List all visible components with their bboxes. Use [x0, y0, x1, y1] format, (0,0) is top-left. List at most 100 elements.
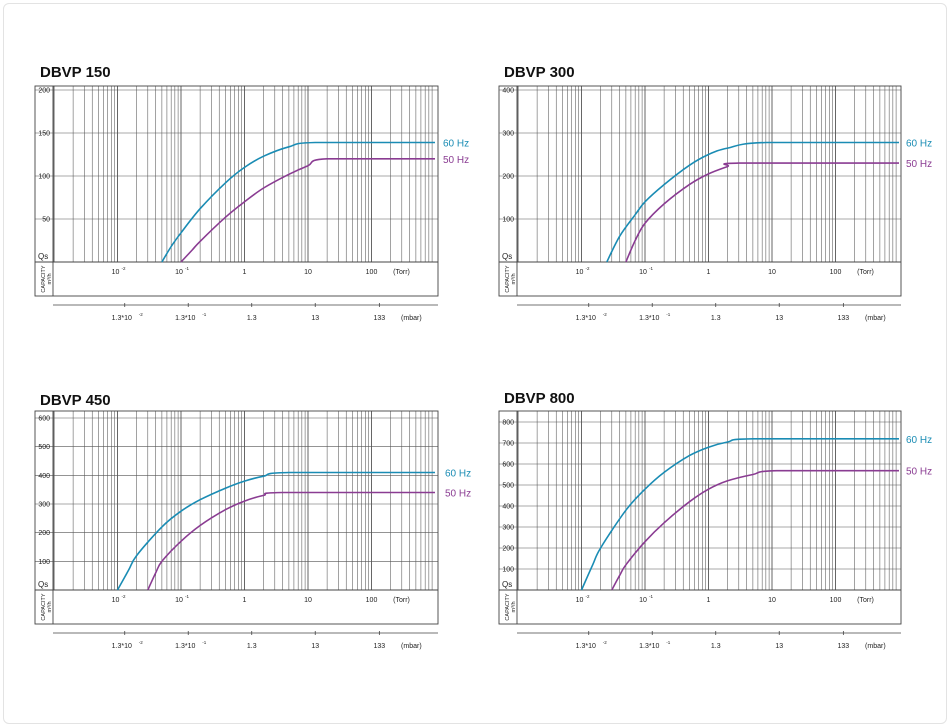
mbar-tick-label: 1.3	[711, 315, 721, 322]
mbar-tick-label: 13	[311, 643, 319, 650]
torr-tick-label: 10	[112, 597, 120, 604]
series-label-50hz: 50 Hz	[906, 467, 932, 478]
y-tick-label: 300	[502, 525, 514, 532]
capacity-unit: m³/h	[511, 602, 517, 613]
torr-unit-label: (Torr)	[857, 597, 874, 604]
y-tick-label: 200	[502, 174, 514, 181]
chart-2: DBVP 300 CAPACITY m³/h	[498, 64, 902, 307]
y-tick-label: 600	[502, 462, 514, 469]
torr-tick-label: 10	[576, 269, 584, 276]
mbar-tick-label: 1.3	[247, 315, 257, 322]
torr-tick-exponent: -1	[185, 266, 189, 271]
mbar-tick-exponent: -2	[603, 640, 607, 645]
torr-tick-label: 10	[112, 269, 120, 276]
y-tick-label: 150	[38, 131, 50, 138]
y-tick-label: 200	[502, 546, 514, 553]
chart-title: DBVP 150	[40, 64, 111, 81]
torr-tick-exponent: -1	[649, 594, 653, 599]
mbar-tick-exponent: -1	[202, 640, 206, 645]
mbar-tick-exponent: -1	[666, 640, 670, 645]
series-line-50hz	[625, 162, 899, 263]
y-axis-label: Qs	[38, 252, 48, 261]
mbar-tick-label: 1.3*10	[576, 315, 596, 322]
mbar-tick-label: 1.3*10	[112, 643, 132, 650]
y-tick-label: 500	[38, 444, 50, 451]
series-line-60hz	[161, 141, 435, 263]
y-tick-label: 400	[502, 504, 514, 511]
series-line-50hz	[611, 469, 899, 591]
mbar-tick-label: 1.3*10	[112, 315, 132, 322]
capacity-label: CAPACITY	[505, 593, 511, 620]
torr-tick-exponent: -2	[121, 266, 125, 271]
mbar-tick-label: 1.3*10	[175, 643, 195, 650]
mbar-tick-exponent: -1	[666, 312, 670, 317]
torr-tick-exponent: -2	[585, 266, 589, 271]
y-tick-label: 500	[502, 483, 514, 490]
torr-tick-exponent: -1	[185, 594, 189, 599]
mbar-tick-label: 133	[374, 643, 386, 650]
mbar-tick-label: 13	[775, 315, 783, 322]
y-tick-label: 50	[42, 217, 50, 224]
y-tick-label: 100	[38, 559, 50, 566]
mbar-unit-label: (mbar)	[865, 643, 886, 650]
mbar-tick-label: 13	[311, 315, 319, 322]
mbar-unit-label: (mbar)	[865, 315, 886, 322]
torr-tick-label: 100	[366, 269, 378, 276]
series-line-50hz	[147, 491, 435, 591]
torr-tick-label: 100	[366, 597, 378, 604]
torr-tick-exponent: -2	[121, 594, 125, 599]
torr-tick-label: 10	[304, 269, 312, 276]
series-line-60hz	[606, 141, 899, 263]
mbar-tick-exponent: -1	[202, 312, 206, 317]
y-tick-label: 700	[502, 441, 514, 448]
torr-tick-label: 100	[830, 269, 842, 276]
mbar-tick-label: 1.3*10	[576, 643, 596, 650]
chart-title: DBVP 300	[504, 64, 575, 81]
series-label-50hz: 50 Hz	[443, 155, 469, 166]
mbar-tick-label: 1.3*10	[175, 315, 195, 322]
mbar-tick-exponent: -2	[139, 640, 143, 645]
mbar-tick-label: 1.3*10	[639, 643, 659, 650]
capacity-label: CAPACITY	[505, 265, 511, 292]
capacity-unit: m³/h	[511, 274, 517, 285]
plot-frame	[34, 410, 439, 625]
mbar-tick-label: 133	[838, 315, 850, 322]
y-tick-label: 100	[502, 217, 514, 224]
chart-3: DBVP 450 CAPACITY m³/h	[34, 392, 439, 635]
plot-frame	[498, 410, 902, 625]
chart-1: DBVP 150 CAPACITY m³/h	[34, 64, 439, 307]
series-label-60hz: 60 Hz	[443, 138, 469, 149]
torr-tick-label: 10	[639, 597, 647, 604]
torr-unit-label: (Torr)	[393, 269, 410, 276]
capacity-unit: m³/h	[47, 274, 53, 285]
torr-tick-label: 10	[304, 597, 312, 604]
torr-tick-label: 10	[576, 597, 584, 604]
y-axis-label: Qs	[502, 580, 512, 589]
series-label-50hz: 50 Hz	[445, 489, 471, 500]
torr-unit-label: (Torr)	[857, 269, 874, 276]
mbar-tick-label: 133	[374, 315, 386, 322]
mbar-tick-label: 1.3	[711, 643, 721, 650]
capacity-unit: m³/h	[47, 602, 53, 613]
series-line-50hz	[180, 158, 435, 263]
series-label-60hz: 60 Hz	[906, 435, 932, 446]
torr-unit-label: (Torr)	[393, 597, 410, 604]
y-tick-label: 600	[38, 416, 50, 423]
y-tick-label: 100	[38, 174, 50, 181]
torr-tick-label: 100	[830, 597, 842, 604]
mbar-tick-exponent: -2	[603, 312, 607, 317]
y-tick-label: 200	[38, 88, 50, 95]
y-tick-label: 300	[502, 131, 514, 138]
mbar-tick-label: 1.3	[247, 643, 257, 650]
capacity-label: CAPACITY	[41, 593, 47, 620]
y-tick-label: 400	[38, 473, 50, 480]
series-line-60hz	[116, 471, 435, 591]
y-tick-label: 800	[502, 420, 514, 427]
plot-frame	[498, 85, 902, 297]
y-tick-label: 200	[38, 530, 50, 537]
series-label-60hz: 60 Hz	[445, 468, 471, 479]
torr-tick-label: 10	[639, 269, 647, 276]
mbar-unit-label: (mbar)	[401, 643, 422, 650]
capacity-label: CAPACITY	[41, 265, 47, 292]
